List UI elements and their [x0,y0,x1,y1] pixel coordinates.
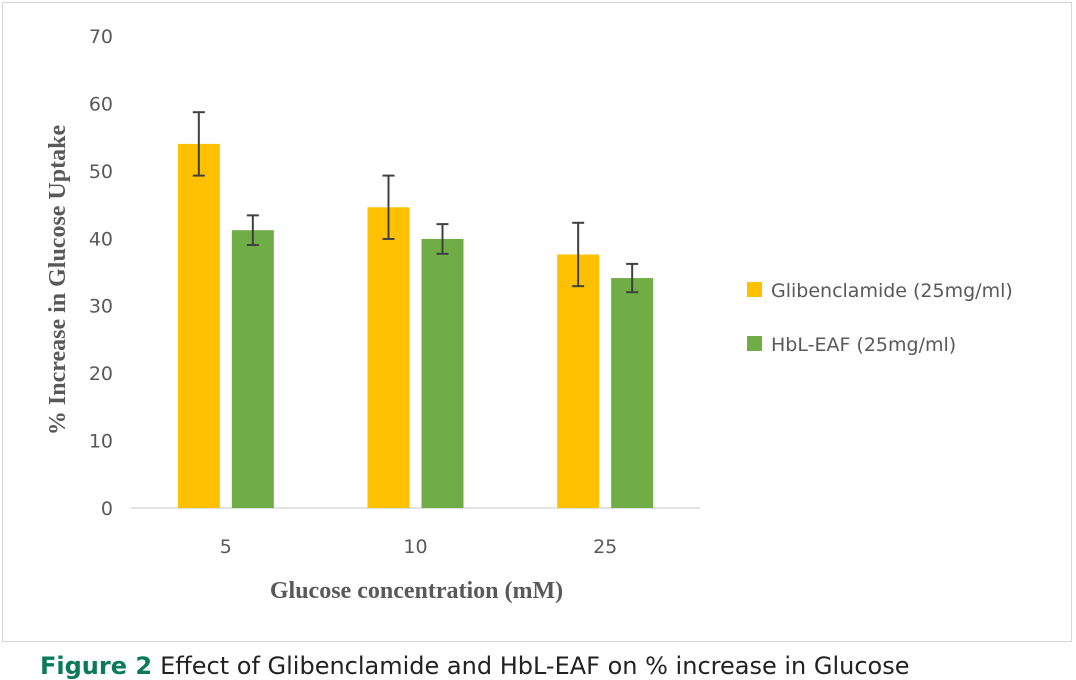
bars [177,143,654,509]
figure-label: Figure 2 [40,652,153,680]
error-bar [246,214,259,247]
y-tick-label: 60 [89,93,113,115]
y-tick-label: 20 [89,363,113,385]
x-axis-title: Glucose concentration (mM) [270,578,563,604]
y-axis-ticks: 0 10 20 30 40 50 60 70 [89,26,113,520]
bar-hbl-eaf-25 [611,278,654,508]
error-bar [436,223,449,255]
y-tick-label: 10 [89,431,113,453]
legend-swatch [747,282,762,297]
y-tick-label: 70 [89,26,113,48]
bar-chart: 0 10 20 30 40 50 60 70 5 10 25 % Increase in Gluc… [45,26,1013,604]
bar-glibenclamide-10 [367,207,410,509]
x-axis-ticks: 5 10 25 [220,536,617,558]
figure-caption-text: Effect of Glibenclamide and HbL-EAF on %… [160,652,910,680]
y-tick-label: 50 [89,161,113,183]
chart-frame: 0 10 20 30 40 50 60 70 5 10 25 % Increase in Gluc… [2,2,1072,642]
error-bars [192,111,639,294]
error-bar [572,221,585,288]
y-axis-title: % Increase in Glucose Uptake [45,125,71,436]
error-bar [626,262,639,294]
x-tick-label: 10 [403,536,427,558]
error-bar [382,174,395,240]
bar-glibenclamide-25 [557,254,600,508]
bar-hbl-eaf-5 [231,230,274,509]
x-tick-label: 5 [220,536,232,558]
legend-swatch [747,336,762,351]
bar-glibenclamide-5 [177,143,220,508]
y-tick-label: 40 [89,228,113,250]
y-tick-label: 0 [101,498,113,520]
legend-label: HbL-EAF (25mg/ml) [771,334,956,356]
x-tick-label: 25 [593,536,617,558]
y-tick-label: 30 [89,296,113,318]
error-bar [192,111,205,177]
legend-label: Glibenclamide (25mg/ml) [771,280,1013,302]
bar-hbl-eaf-10 [421,238,464,508]
legend: Glibenclamide (25mg/ml) HbL-EAF (25mg/ml) [747,280,1013,356]
figure-caption: Figure 2 Effect of Glibenclamide and HbL-… [40,652,909,680]
